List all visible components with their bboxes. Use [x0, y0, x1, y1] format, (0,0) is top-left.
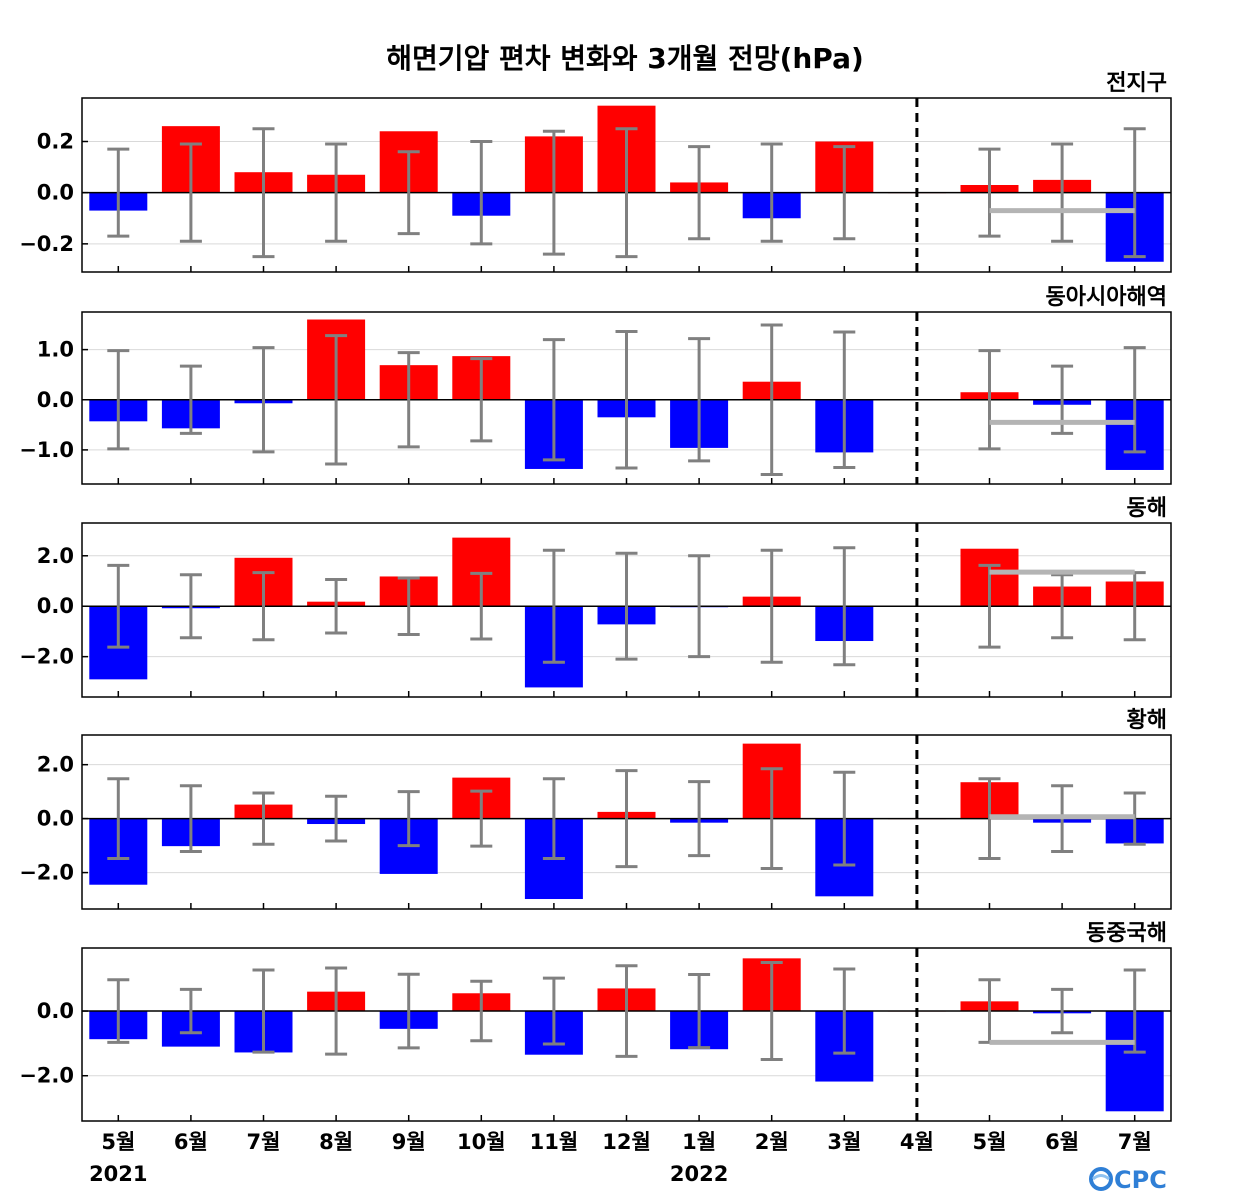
x-tick-label: 6월 — [174, 1130, 208, 1154]
y-tick-label: 2.0 — [37, 544, 74, 568]
panel-frame — [81, 97, 1172, 273]
y-tick-label: −2.0 — [19, 861, 74, 885]
panel-label: 황해 — [1127, 708, 1167, 733]
x-tick-label: 9월 — [392, 1130, 426, 1154]
x-tick-label: 7월 — [1118, 1130, 1152, 1154]
panel-frame — [81, 522, 1172, 698]
panel-4: 황해 −2.0 0.0 2.0 — [19, 708, 1172, 910]
y-tick-label: 0.0 — [37, 388, 74, 412]
x-tick-label: 2월 — [755, 1130, 789, 1154]
y-tick-label: −0.2 — [19, 232, 74, 256]
x-axis: 5월 6월 7월 8월 9월 10월 11월 12월 1월 2월 3월 4월 5월 6월 7월 2021 202… — [89, 1130, 1152, 1186]
panel-frame — [81, 311, 1172, 485]
x-tick-label: 11월 — [530, 1130, 579, 1154]
panel-2: 동아시아해역 −1.0 0.0 1.0 — [19, 285, 1172, 485]
x-tick-label: 3월 — [827, 1130, 861, 1154]
panel-frame — [81, 734, 1172, 910]
y-tick-label: 0.0 — [37, 181, 74, 205]
year-label: 2021 — [89, 1162, 147, 1186]
x-tick-label: 12월 — [602, 1130, 651, 1154]
y-tick-label: 2.0 — [37, 753, 74, 777]
y-tick-label: −2.0 — [19, 1064, 74, 1088]
panel-1: 전지구 −0.2 0.0 0.2 — [19, 71, 1172, 273]
panel-label: 동아시아해역 — [1046, 285, 1167, 310]
year-label: 2022 — [670, 1162, 728, 1186]
panel-5: 동중국해 0.0 −2.0 — [19, 921, 1172, 1122]
panel-label: 동중국해 — [1086, 921, 1167, 946]
x-tick-label: 7월 — [247, 1130, 281, 1154]
y-tick-label: −1.0 — [19, 438, 74, 462]
y-tick-label: −2.0 — [19, 645, 74, 669]
logo-globe-icon — [1089, 1167, 1113, 1191]
y-tick-label: 1.0 — [37, 338, 74, 362]
chart-title: 해면기압 편차 변화와 3개월 전망(hPa) — [386, 42, 864, 75]
panel-frame — [81, 947, 1172, 1122]
y-tick-label: 0.2 — [37, 130, 74, 154]
panel-label: 전지구 — [1106, 71, 1167, 96]
x-tick-label: 4월 — [900, 1130, 934, 1154]
x-tick-label: 10월 — [457, 1130, 506, 1154]
x-tick-label: 8월 — [319, 1130, 353, 1154]
panels-group: 전지구 −0.2 0.0 0.2 동아시아해역 −1.0 0.0 1.0 동해 −2.0 0.0 2.… — [19, 71, 1172, 1122]
x-tick-label: 5월 — [973, 1130, 1007, 1154]
x-tick-label: 5월 — [101, 1130, 135, 1154]
panel-3: 동해 −2.0 0.0 2.0 — [19, 496, 1172, 698]
x-tick-label: 6월 — [1045, 1130, 1079, 1154]
y-tick-label: 0.0 — [37, 999, 74, 1023]
y-tick-label: 0.0 — [37, 594, 74, 618]
panel-label: 동해 — [1127, 496, 1167, 521]
y-tick-label: 0.0 — [37, 807, 74, 831]
cpc-logo: CPC — [1089, 1166, 1167, 1194]
x-tick-label: 1월 — [682, 1130, 716, 1154]
logo-text: CPC — [1114, 1166, 1167, 1194]
logo-wave-icon — [1092, 1174, 1110, 1181]
